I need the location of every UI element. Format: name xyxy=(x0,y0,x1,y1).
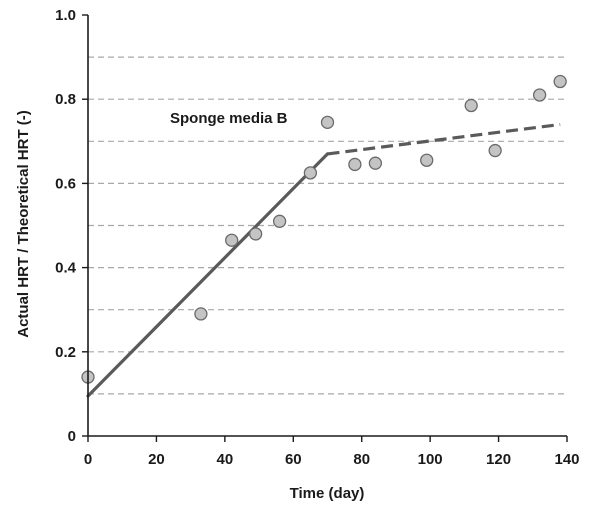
data-point xyxy=(488,143,502,158)
x-tick-label: 120 xyxy=(486,451,511,468)
x-tick-label: 20 xyxy=(148,451,165,468)
data-point xyxy=(320,115,335,130)
fit-line-dashed xyxy=(327,122,561,156)
data-point xyxy=(532,88,547,102)
data-point xyxy=(194,307,208,321)
y-tick-label: 0.4 xyxy=(55,260,77,277)
gridlines xyxy=(88,56,567,395)
axes xyxy=(82,14,568,442)
y-tick-label: 0.8 xyxy=(55,91,76,108)
data-point xyxy=(272,214,287,228)
y-tick-label: 1.0 xyxy=(55,7,76,24)
x-tick-label: 80 xyxy=(353,451,370,468)
series-annotation: Sponge media B xyxy=(170,110,288,127)
data-point xyxy=(553,74,567,89)
x-axis-title: Time (day) xyxy=(290,485,365,502)
y-tick-label: 0 xyxy=(68,428,76,445)
y-tick-label: 0.6 xyxy=(55,175,76,192)
data-point xyxy=(248,227,263,241)
y-tick-label: 0.2 xyxy=(55,344,76,361)
x-tick-label: 100 xyxy=(418,451,443,468)
fit-line-solid xyxy=(86,152,330,398)
data-point xyxy=(420,153,434,167)
data-point xyxy=(348,157,362,172)
fit-lines xyxy=(86,122,561,398)
data-point xyxy=(303,166,318,180)
x-tick-label: 60 xyxy=(285,451,302,468)
data-points xyxy=(81,74,567,384)
data-point xyxy=(225,233,239,247)
data-point xyxy=(464,98,478,113)
x-tick-label: 0 xyxy=(84,451,92,468)
y-axis-title: Actual HRT / Theoretical HRT (-) xyxy=(15,110,32,338)
tick-labels: 0 0.2 0.4 0.6 0.8 1.0 0 20 40 60 80 100 120 140 xyxy=(55,7,579,468)
data-point xyxy=(368,156,383,170)
x-tick-label: 140 xyxy=(554,451,579,468)
x-tick-label: 40 xyxy=(217,451,234,468)
